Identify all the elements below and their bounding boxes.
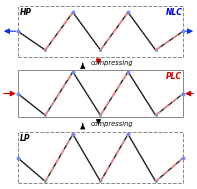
FancyBboxPatch shape [18, 70, 183, 117]
Text: NLC: NLC [165, 8, 182, 17]
Text: LP: LP [20, 134, 30, 143]
Text: compressing: compressing [91, 121, 133, 127]
FancyBboxPatch shape [18, 132, 183, 183]
Text: HP: HP [20, 8, 32, 17]
Text: PLC: PLC [166, 72, 182, 81]
Text: compressing: compressing [91, 60, 133, 66]
FancyBboxPatch shape [18, 6, 183, 57]
